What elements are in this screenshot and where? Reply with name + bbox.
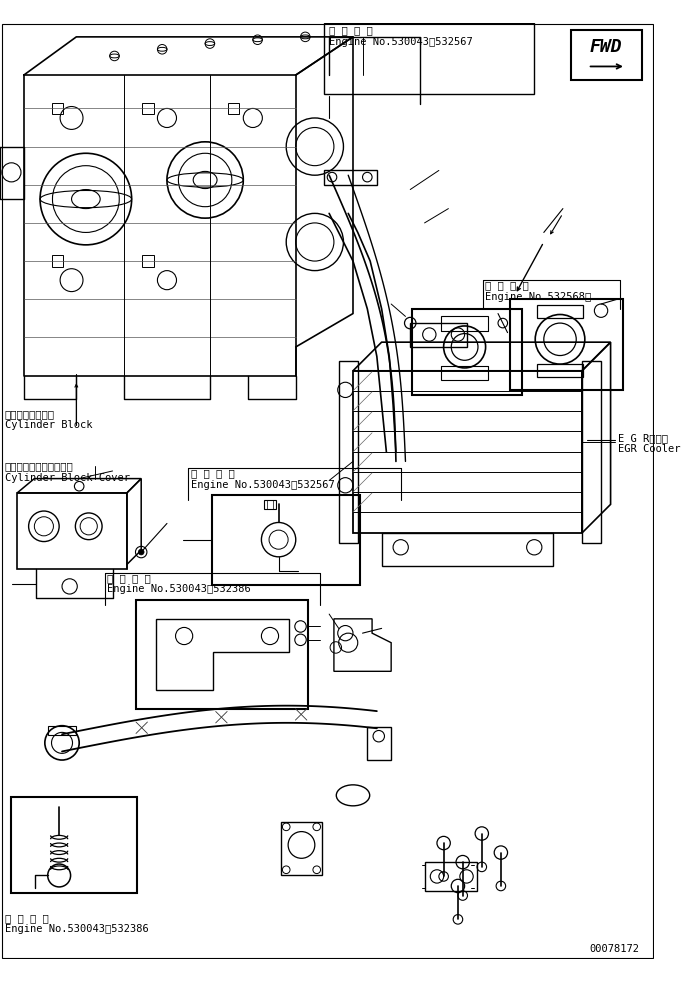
- Bar: [17, 493, 127, 570]
- Text: Engine No.530043～532567: Engine No.530043～532567: [191, 479, 335, 490]
- Bar: [339, 361, 358, 542]
- Bar: [425, 862, 477, 891]
- Text: Cylinder Block Cover: Cylinder Block Cover: [5, 473, 130, 483]
- Text: E G Rクーラ: E G Rクーラ: [618, 433, 668, 443]
- Bar: [571, 30, 642, 80]
- Text: 00078172: 00078172: [589, 944, 639, 955]
- Text: Engine No.530043～532567: Engine No.530043～532567: [329, 37, 473, 47]
- Text: 適 用 号 機: 適 用 号 機: [107, 573, 151, 583]
- Bar: [264, 500, 276, 509]
- Text: シリンダブロックカバー: シリンダブロックカバー: [5, 462, 73, 471]
- Bar: [441, 366, 488, 380]
- Bar: [51, 103, 63, 114]
- Bar: [142, 255, 154, 267]
- Bar: [441, 316, 488, 331]
- Circle shape: [139, 549, 144, 555]
- Bar: [367, 727, 391, 760]
- Text: Engine No.530043～532386: Engine No.530043～532386: [107, 584, 250, 594]
- Text: 適 用 号 機: 適 用 号 機: [191, 468, 235, 478]
- Bar: [537, 305, 583, 318]
- Bar: [142, 103, 154, 114]
- Bar: [324, 171, 377, 185]
- Text: Engine No.532568～: Engine No.532568～: [484, 292, 591, 301]
- Bar: [48, 726, 76, 736]
- Bar: [137, 600, 308, 709]
- Text: EGR Cooler: EGR Cooler: [618, 444, 681, 455]
- Bar: [212, 495, 359, 585]
- Text: FWD: FWD: [589, 38, 622, 56]
- Text: 適 用 号 機: 適 用 号 機: [484, 280, 528, 290]
- Bar: [412, 308, 522, 395]
- Bar: [281, 822, 322, 875]
- Text: Engine No.530043～532386: Engine No.530043～532386: [5, 924, 149, 934]
- Bar: [537, 364, 583, 377]
- Bar: [228, 103, 239, 114]
- Text: 適 用 号 機: 適 用 号 機: [5, 912, 49, 923]
- Bar: [410, 323, 467, 347]
- Text: シリンダブロック: シリンダブロック: [5, 409, 55, 419]
- Bar: [324, 23, 534, 94]
- Text: Cylinder Block: Cylinder Block: [5, 420, 93, 430]
- Bar: [12, 797, 137, 893]
- Text: 適 用 号 機: 適 用 号 機: [329, 26, 373, 35]
- Bar: [510, 300, 623, 390]
- Bar: [267, 500, 273, 509]
- Bar: [381, 533, 554, 567]
- Bar: [582, 361, 601, 542]
- Bar: [51, 255, 63, 267]
- Bar: [353, 371, 582, 533]
